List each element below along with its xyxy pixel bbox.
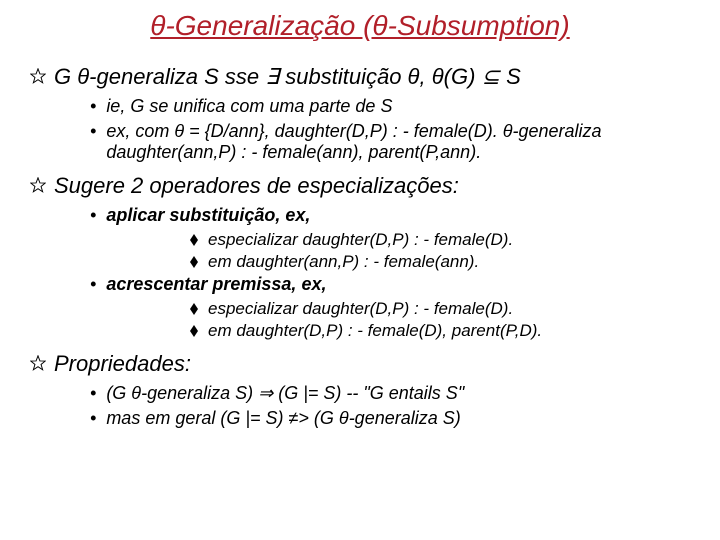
diamond-icon (190, 325, 198, 337)
sub-bullet: • ie, G se unifica com uma parte de S (90, 96, 690, 117)
sub-bullet: • (G θ-generaliza S) ⇒ (G |= S) -- "G en… (90, 383, 690, 404)
dot-bullet-icon: • (90, 408, 96, 429)
star-icon (30, 68, 46, 84)
dot-bullet-icon: • (90, 205, 96, 226)
sub2-group: especializar daughter(D,P) : - female(D)… (90, 230, 690, 272)
sub-text: acrescentar premissa, ex, (106, 274, 326, 295)
sub-text: ie, G se unifica com uma parte de S (106, 96, 392, 117)
slide-title: θ-Generalização (θ-Subsumption) (30, 10, 690, 42)
sub-text: mas em geral (G |= S) ≠> (G θ-generaliza… (106, 408, 460, 429)
star-icon (30, 177, 46, 193)
sub2-bullet: especializar daughter(D,P) : - female(D)… (190, 299, 690, 319)
sub2-bullet: especializar daughter(D,P) : - female(D)… (190, 230, 690, 250)
sub-text: (G θ-generaliza S) ⇒ (G |= S) -- "G enta… (106, 383, 464, 404)
sub2-bullet: em daughter(D,P) : - female(D), parent(P… (190, 321, 690, 341)
dot-bullet-icon: • (90, 383, 96, 404)
point-3-text: Propriedades: (54, 351, 191, 377)
dot-bullet-icon: • (90, 274, 96, 295)
diamond-icon (190, 303, 198, 315)
sub-bullet: • mas em geral (G |= S) ≠> (G θ-generali… (90, 408, 690, 429)
point-2-sub: • aplicar substituição, ex, especializar… (30, 205, 690, 341)
dot-bullet-icon: • (90, 96, 96, 117)
sub2-bullet: em daughter(ann,P) : - female(ann). (190, 252, 690, 272)
point-3-sub: • (G θ-generaliza S) ⇒ (G |= S) -- "G en… (30, 383, 690, 429)
point-2: Sugere 2 operadores de especializações: (30, 173, 690, 199)
sub2-text: especializar daughter(D,P) : - female(D)… (208, 299, 513, 319)
sub-bullet: • ex, com θ = {D/ann}, daughter(D,P) : -… (90, 121, 690, 163)
diamond-icon (190, 234, 198, 246)
sub2-group: especializar daughter(D,P) : - female(D)… (90, 299, 690, 341)
point-3: Propriedades: (30, 351, 690, 377)
sub2-text: em daughter(ann,P) : - female(ann). (208, 252, 479, 272)
sub-text: aplicar substituição, ex, (106, 205, 310, 226)
point-1-text: G θ-generaliza S sse ∃ substituição θ, θ… (54, 64, 521, 90)
star-icon (30, 355, 46, 371)
sub2-text: especializar daughter(D,P) : - female(D)… (208, 230, 513, 250)
sub-bullet: • aplicar substituição, ex, (90, 205, 690, 226)
sub-text: ex, com θ = {D/ann}, daughter(D,P) : - f… (106, 121, 690, 163)
point-2-text: Sugere 2 operadores de especializações: (54, 173, 459, 199)
diamond-icon (190, 256, 198, 268)
point-1-sub: • ie, G se unifica com uma parte de S • … (30, 96, 690, 163)
sub2-text: em daughter(D,P) : - female(D), parent(P… (208, 321, 542, 341)
sub-bullet: • acrescentar premissa, ex, (90, 274, 690, 295)
dot-bullet-icon: • (90, 121, 96, 142)
point-1: G θ-generaliza S sse ∃ substituição θ, θ… (30, 64, 690, 90)
